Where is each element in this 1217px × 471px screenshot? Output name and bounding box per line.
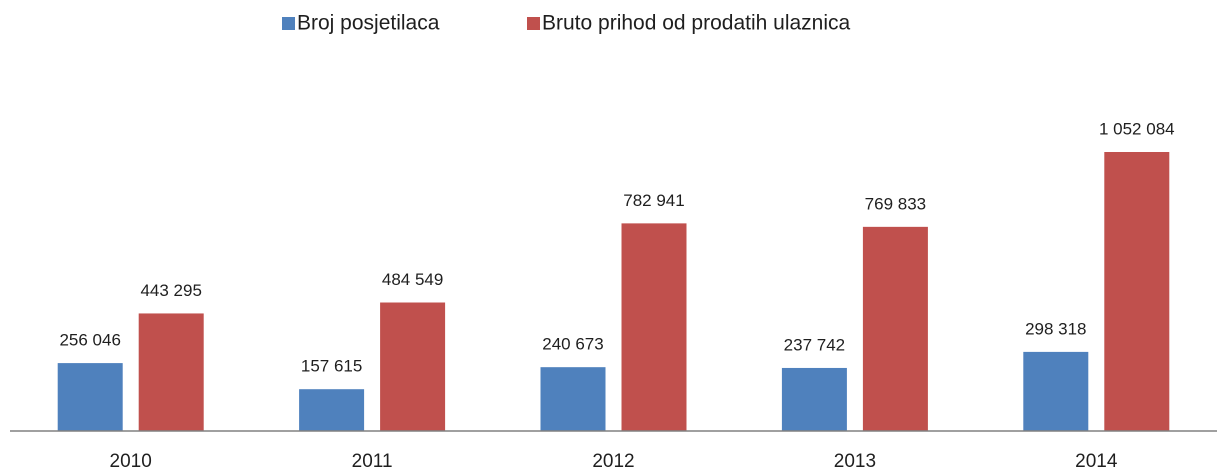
bar — [1023, 351, 1089, 431]
data-label: 443 295 — [140, 281, 201, 300]
bar — [862, 226, 928, 431]
bar — [781, 367, 847, 431]
x-tick-label: 2010 — [110, 451, 152, 471]
legend-label: Bruto prihod od prodatih ulaznica — [542, 12, 851, 35]
legend-swatch — [527, 17, 540, 30]
x-tick-label: 2012 — [592, 451, 634, 471]
bar — [380, 302, 446, 431]
data-label: 298 318 — [1025, 319, 1086, 338]
legend-swatch — [282, 17, 295, 30]
legend-label: Broj posjetilaca — [297, 12, 440, 35]
data-label: 1 052 084 — [1099, 119, 1175, 138]
data-label: 157 615 — [301, 357, 362, 376]
x-tick-label: 2014 — [1075, 451, 1118, 471]
bar — [57, 363, 123, 431]
bar — [540, 367, 606, 431]
bar — [299, 389, 365, 431]
x-tick-label: 2011 — [352, 451, 393, 471]
data-label: 782 941 — [623, 191, 684, 210]
data-label: 256 046 — [59, 331, 120, 350]
data-label: 240 673 — [542, 335, 603, 354]
data-label: 237 742 — [784, 335, 845, 354]
bar — [1104, 152, 1170, 431]
bar — [621, 223, 687, 431]
x-tick-label: 2013 — [834, 451, 876, 471]
data-label: 484 549 — [382, 270, 443, 289]
bar — [138, 313, 204, 431]
data-label: 769 833 — [865, 194, 926, 213]
